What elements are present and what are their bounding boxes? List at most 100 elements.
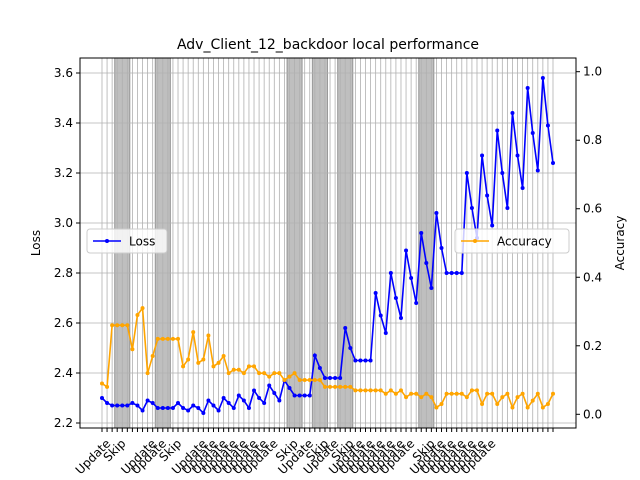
data-point <box>500 171 505 175</box>
right-y-tick-label: 0.4 <box>583 270 602 284</box>
data-point <box>454 271 459 275</box>
data-point <box>485 193 490 198</box>
data-point <box>115 403 120 408</box>
data-point <box>343 384 348 389</box>
data-point <box>474 388 479 393</box>
data-point <box>409 391 414 396</box>
data-point <box>155 406 160 410</box>
data-point <box>277 398 282 403</box>
data-point <box>272 391 277 395</box>
data-point <box>196 406 201 410</box>
left-y-axis: 2.2 2.4 2.6 2.8 3.0 3.2 3.4 3.6 <box>54 66 80 430</box>
data-point <box>317 378 322 383</box>
data-point <box>241 371 246 376</box>
legend-label: Loss <box>129 235 155 249</box>
data-point <box>140 408 145 413</box>
data-point <box>145 371 150 376</box>
plot-frame <box>79 57 577 429</box>
data-point <box>378 388 383 393</box>
data-point <box>176 401 181 405</box>
data-point <box>393 296 398 300</box>
data-point <box>495 402 500 407</box>
data-point <box>201 411 206 415</box>
data-point <box>257 396 262 400</box>
data-point <box>485 391 490 396</box>
data-point <box>302 393 307 398</box>
data-point <box>186 357 191 362</box>
data-point <box>535 168 540 173</box>
right-y-tick-label: 0.0 <box>583 407 602 421</box>
data-point <box>515 395 520 400</box>
data-point <box>226 371 231 376</box>
data-point <box>520 391 525 396</box>
data-point <box>434 405 439 410</box>
data-point <box>373 388 378 393</box>
data-point <box>307 393 312 398</box>
data-point <box>510 405 515 410</box>
data-point <box>424 261 429 265</box>
data-point <box>404 395 409 400</box>
data-point <box>388 388 393 393</box>
data-point <box>495 128 500 133</box>
data-point <box>383 391 388 396</box>
data-point <box>155 336 160 341</box>
data-point <box>252 388 257 393</box>
series <box>100 76 555 415</box>
data-point <box>307 378 312 383</box>
data-point <box>105 401 110 405</box>
data-point <box>449 271 454 275</box>
data-point <box>530 131 535 135</box>
data-point <box>490 223 495 228</box>
legends: Loss Accuracy <box>86 228 570 254</box>
data-point <box>449 391 454 396</box>
data-point <box>196 360 201 365</box>
data-point <box>353 388 358 393</box>
data-point <box>115 323 120 328</box>
legend-loss: Loss <box>86 228 168 254</box>
data-point <box>181 406 186 410</box>
data-point <box>135 312 140 317</box>
data-point <box>322 384 327 389</box>
data-point <box>201 357 206 362</box>
left-y-tick-label: 3.0 <box>54 216 73 230</box>
data-point <box>110 323 115 328</box>
data-point <box>363 388 368 393</box>
data-point <box>333 384 338 389</box>
data-point <box>252 364 257 369</box>
data-point <box>545 123 550 128</box>
data-point <box>505 206 510 210</box>
data-point <box>343 326 348 330</box>
data-point <box>520 186 525 190</box>
data-point <box>328 384 333 389</box>
data-point <box>130 347 135 352</box>
data-point <box>480 153 485 158</box>
data-point <box>525 405 530 410</box>
data-point <box>368 388 373 393</box>
data-point <box>439 246 444 250</box>
data-point <box>510 111 515 115</box>
data-point <box>191 330 196 335</box>
data-point <box>191 403 196 408</box>
data-point <box>363 358 368 363</box>
data-point <box>287 374 292 379</box>
data-point <box>236 367 241 372</box>
data-point <box>211 364 216 369</box>
data-point <box>145 398 150 403</box>
data-point <box>530 398 535 403</box>
data-point <box>439 402 444 407</box>
data-point <box>338 384 343 389</box>
data-point <box>434 211 439 215</box>
data-point <box>241 398 246 403</box>
data-point <box>353 358 358 363</box>
legend-marker <box>105 239 109 243</box>
data-point <box>525 86 530 90</box>
data-point <box>267 374 272 379</box>
data-point <box>348 346 353 350</box>
left-y-tick-label: 3.4 <box>54 116 73 130</box>
data-point <box>120 323 125 328</box>
data-point <box>181 364 186 369</box>
data-point <box>464 395 469 400</box>
data-point <box>100 396 104 400</box>
data-point <box>282 378 287 383</box>
data-point <box>120 403 125 408</box>
